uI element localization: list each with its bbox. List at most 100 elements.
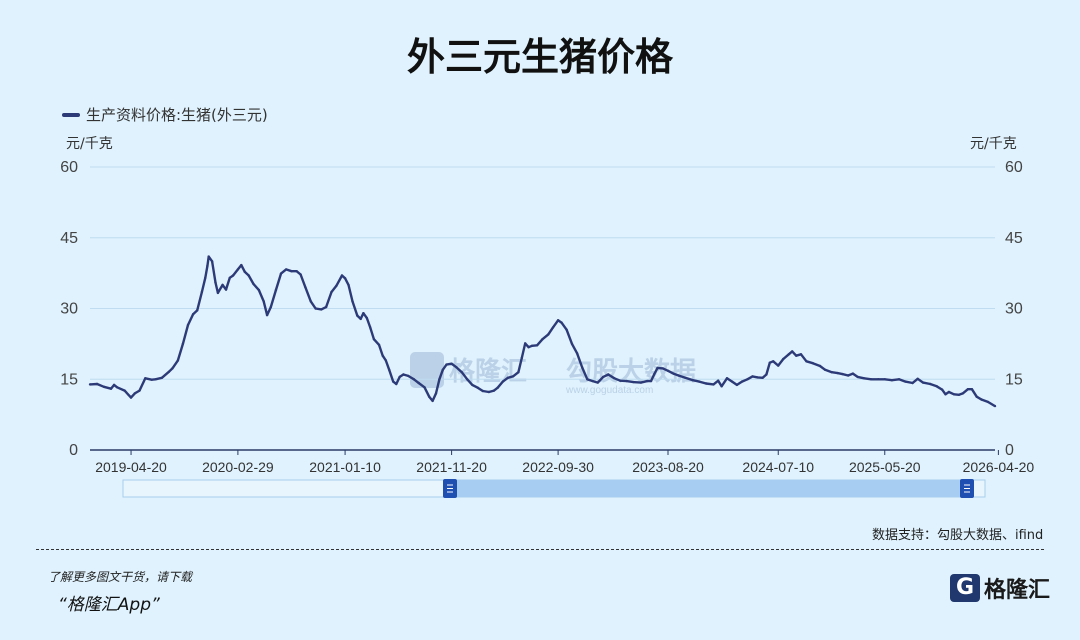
data-point <box>966 388 970 391</box>
x-tick-label: 2020-02-29 <box>202 459 274 475</box>
data-point <box>487 390 491 394</box>
data-point <box>269 305 272 309</box>
data-point <box>632 380 635 384</box>
data-point <box>384 359 387 362</box>
data-point <box>262 300 265 303</box>
data-point <box>846 374 850 377</box>
data-point <box>823 368 827 371</box>
data-point <box>911 381 914 385</box>
data-point <box>330 290 333 294</box>
x-tick-label: 2021-01-10 <box>309 459 381 475</box>
y-tick-right: 0 <box>1005 442 1014 459</box>
data-point <box>279 272 283 275</box>
y-tick-right: 15 <box>1005 371 1023 388</box>
data-point <box>698 380 701 383</box>
data-point <box>970 388 974 391</box>
y-axis-right-unit: 元/千克 <box>970 136 1017 152</box>
data-point <box>123 389 126 392</box>
data-point <box>551 326 555 329</box>
data-point <box>870 378 873 381</box>
range-slider[interactable] <box>122 479 986 498</box>
data-point <box>395 382 398 386</box>
data-point <box>284 268 288 271</box>
data-point <box>530 344 534 347</box>
y-tick-right: 60 <box>1005 159 1023 176</box>
data-point <box>527 346 530 349</box>
data-point <box>672 372 675 375</box>
data-point <box>434 392 438 395</box>
data-point <box>862 377 866 380</box>
data-point <box>340 274 344 277</box>
data-point <box>717 379 720 382</box>
data-source-note: 数据支持：勾股大数据、ifind <box>872 528 1044 543</box>
data-point <box>476 386 479 389</box>
chart-title: 外三元生猪价格 <box>406 35 673 79</box>
data-point <box>841 372 844 376</box>
data-point <box>646 379 649 383</box>
data-point <box>691 379 694 382</box>
data-point <box>102 385 106 388</box>
data-point <box>369 326 372 329</box>
data-point <box>445 363 448 366</box>
data-point <box>777 364 780 367</box>
data-point <box>200 290 204 294</box>
data-point <box>980 398 983 401</box>
data-point <box>236 268 240 271</box>
legend-swatch <box>62 112 80 117</box>
data-point <box>247 274 250 277</box>
slider-left-handle[interactable] <box>443 479 457 498</box>
data-point <box>441 368 444 371</box>
data-point <box>735 383 739 387</box>
data-point <box>455 366 458 369</box>
data-point <box>377 343 381 346</box>
data-point <box>811 362 814 365</box>
data-point <box>782 357 785 361</box>
data-point <box>596 381 599 384</box>
data-point <box>677 374 680 377</box>
x-tick-label: 2024-07-10 <box>742 459 814 475</box>
data-point <box>407 374 410 378</box>
x-tick-label: 2021-11-20 <box>416 459 487 475</box>
data-point <box>940 388 944 391</box>
data-point <box>171 367 174 370</box>
data-point <box>756 376 759 379</box>
brand-name: 格隆汇 <box>984 578 1051 603</box>
data-point <box>290 270 293 273</box>
data-point <box>575 352 579 355</box>
data-point <box>228 276 231 279</box>
data-point <box>320 308 323 311</box>
slider-selection[interactable] <box>450 480 967 497</box>
data-point <box>961 392 964 395</box>
x-tick-label: 2022-09-30 <box>522 459 594 475</box>
data-point <box>257 288 261 292</box>
data-point <box>356 314 359 317</box>
data-point <box>830 371 833 374</box>
legend[interactable]: 生产资料价格:生猪(外三元) <box>62 104 268 125</box>
y-tick-left: 30 <box>60 301 78 318</box>
slider-right-handle[interactable] <box>960 479 974 498</box>
data-point <box>492 389 496 392</box>
grid <box>90 166 995 451</box>
data-point <box>252 282 255 286</box>
data-point <box>460 371 463 374</box>
data-point <box>506 376 510 379</box>
data-point <box>704 382 708 385</box>
data-point <box>343 277 347 280</box>
data-point <box>224 288 228 291</box>
series-line <box>89 255 996 408</box>
data-point <box>154 378 157 381</box>
data-point <box>109 387 113 390</box>
data-point <box>423 386 426 389</box>
data-point <box>167 370 171 373</box>
data-point <box>639 381 643 384</box>
data-point <box>299 273 302 276</box>
data-point <box>511 375 515 378</box>
data-point <box>214 281 217 284</box>
data-point <box>993 404 997 408</box>
y-tick-left: 0 <box>69 442 78 459</box>
data-point <box>602 375 605 379</box>
data-point <box>95 382 99 386</box>
data-point <box>231 274 235 277</box>
y-tick-right: 45 <box>1005 230 1023 247</box>
